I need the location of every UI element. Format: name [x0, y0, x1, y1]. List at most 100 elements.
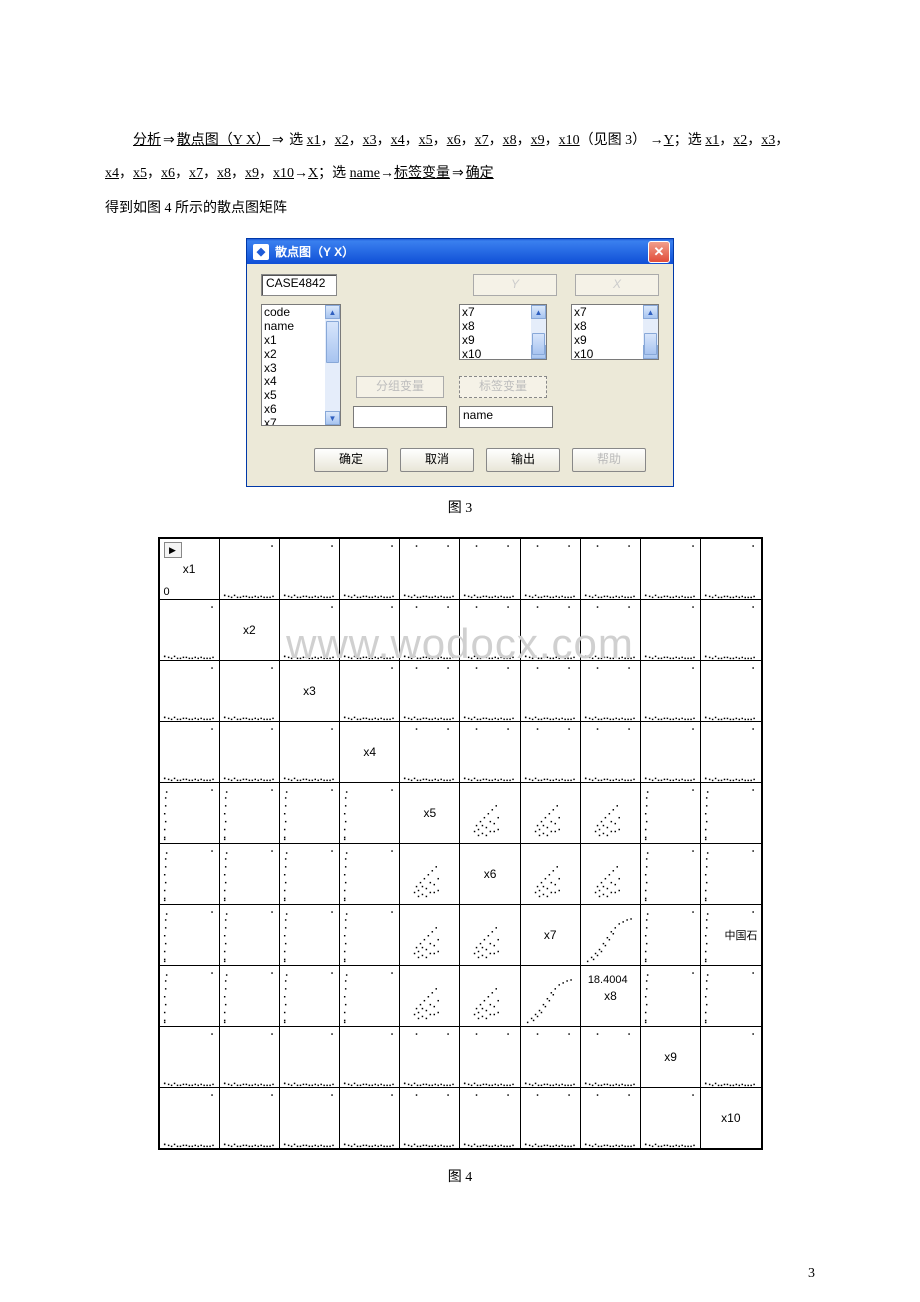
- matrix-cell: [641, 661, 701, 722]
- output-button[interactable]: 输出: [486, 448, 560, 472]
- x-button[interactable]: X: [575, 274, 659, 296]
- matrix-cell: x4: [340, 722, 400, 783]
- matrix-cell: [580, 783, 640, 844]
- matrix-cell: x10: [159, 539, 219, 600]
- matrix-cell: [159, 905, 219, 966]
- matrix-cell: [159, 1027, 219, 1088]
- dialog-titlebar[interactable]: ◆ 散点图（Y X） ✕: [247, 239, 673, 264]
- matrix-cell: [701, 722, 761, 783]
- matrix-cell: [580, 600, 640, 661]
- scroll-down-icon[interactable]: ▼: [325, 411, 340, 425]
- matrix-cell: [701, 661, 761, 722]
- matrix-cell: [701, 600, 761, 661]
- matrix-cell: [159, 966, 219, 1027]
- matrix-cell: [460, 1027, 520, 1088]
- instruction-paragraph-1: 分析⇒散点图（Y X）⇒ 选 x1，x2，x3，x4，x5，x6，x7，x8，x…: [105, 124, 815, 190]
- matrix-cell: [340, 783, 400, 844]
- matrix-cell: [400, 600, 460, 661]
- matrix-cell: [460, 783, 520, 844]
- group-var-field[interactable]: [353, 406, 447, 428]
- matrix-cell: [460, 905, 520, 966]
- matrix-cell: [520, 783, 580, 844]
- group-var-button[interactable]: 分组变量: [356, 376, 444, 398]
- matrix-cell: [279, 783, 339, 844]
- instruction-paragraph-2: 得到如图 4 所示的散点图矩阵: [105, 194, 815, 225]
- matrix-cell: [279, 539, 339, 600]
- matrix-cell: [340, 661, 400, 722]
- scrollbar-y[interactable]: ▲ ▼: [531, 305, 546, 359]
- matrix-cell: [159, 722, 219, 783]
- matrix-cell: [520, 844, 580, 905]
- label-var-button[interactable]: 标签变量: [459, 376, 547, 398]
- matrix-cell: [340, 844, 400, 905]
- page-number: 3: [0, 1206, 920, 1302]
- matrix-cell: [460, 539, 520, 600]
- matrix-cell: x9: [641, 1027, 701, 1088]
- close-icon[interactable]: ✕: [648, 241, 670, 263]
- matrix-cell: x818.4004: [580, 966, 640, 1027]
- matrix-cell: [701, 844, 761, 905]
- scroll-up-icon[interactable]: ▲: [325, 305, 340, 319]
- matrix-cell: [520, 661, 580, 722]
- scrollbar[interactable]: ▲ ▼: [325, 305, 340, 425]
- matrix-cell: [219, 1088, 279, 1149]
- matrix-cell: x10: [701, 1088, 761, 1149]
- matrix-cell: [279, 905, 339, 966]
- matrix-cell: [460, 1088, 520, 1149]
- y-button[interactable]: Y: [473, 274, 557, 296]
- matrix-cell: [641, 722, 701, 783]
- matrix-cell: [701, 539, 761, 600]
- matrix-cell: [219, 844, 279, 905]
- matrix-cell: [520, 539, 580, 600]
- matrix-cell: [340, 905, 400, 966]
- matrix-cell: [159, 1088, 219, 1149]
- y-listbox[interactable]: x7x8x9x10 ▲ ▼: [459, 304, 547, 360]
- matrix-cell: x2: [219, 600, 279, 661]
- cancel-button[interactable]: 取消: [400, 448, 474, 472]
- matrix-cell: [159, 661, 219, 722]
- matrix-cell: [580, 1088, 640, 1149]
- matrix-cell: [400, 1088, 460, 1149]
- matrix-cell: [400, 661, 460, 722]
- matrix-cell: [340, 966, 400, 1027]
- matrix-cell: [279, 966, 339, 1027]
- scroll-up-icon[interactable]: ▲: [643, 305, 658, 319]
- matrix-cell: [219, 783, 279, 844]
- matrix-cell: [219, 722, 279, 783]
- matrix-cell: [400, 722, 460, 783]
- matrix-cell: [400, 1027, 460, 1088]
- matrix-cell: [641, 539, 701, 600]
- matrix-cell: x7: [520, 905, 580, 966]
- matrix-cell: [701, 783, 761, 844]
- label-var-field[interactable]: name: [459, 406, 553, 428]
- matrix-cell: [580, 539, 640, 600]
- matrix-cell: [641, 844, 701, 905]
- matrix-cell: [641, 1088, 701, 1149]
- scroll-up-icon[interactable]: ▲: [531, 305, 546, 319]
- matrix-cell: [701, 1027, 761, 1088]
- matrix-cell: [279, 1088, 339, 1149]
- matrix-cell: [219, 966, 279, 1027]
- source-listbox[interactable]: codenamex1x2x3x4x5x6x7x8 ▲ ▼: [261, 304, 341, 426]
- case-field[interactable]: CASE4842: [261, 274, 337, 296]
- matrix-cell: [159, 600, 219, 661]
- matrix-cell: x6: [460, 844, 520, 905]
- matrix-cell: [520, 1027, 580, 1088]
- x-listbox[interactable]: x7x8x9x10 ▲ ▼: [571, 304, 659, 360]
- matrix-cell: [641, 783, 701, 844]
- matrix-cell: [340, 600, 400, 661]
- matrix-cell: [279, 600, 339, 661]
- figure4-caption: 图 4: [0, 1166, 920, 1186]
- matrix-cell: [400, 905, 460, 966]
- matrix-cell: [520, 722, 580, 783]
- matrix-cell: [460, 600, 520, 661]
- matrix-cell: [580, 722, 640, 783]
- ok-button[interactable]: 确定: [314, 448, 388, 472]
- dialog-title: 散点图（Y X）: [275, 243, 354, 260]
- app-icon: ◆: [253, 244, 269, 260]
- scrollbar-x[interactable]: ▲ ▼: [643, 305, 658, 359]
- matrix-cell: [520, 966, 580, 1027]
- matrix-cell: [279, 844, 339, 905]
- figure3-caption: 图 3: [0, 497, 920, 517]
- matrix-cell: [159, 844, 219, 905]
